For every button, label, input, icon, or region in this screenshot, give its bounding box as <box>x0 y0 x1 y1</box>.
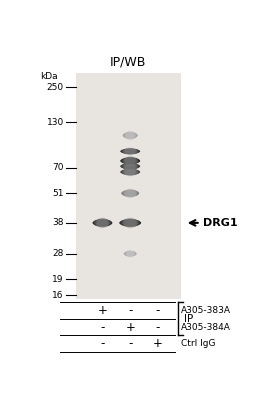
Text: A305-384A: A305-384A <box>181 323 231 332</box>
Ellipse shape <box>123 148 137 155</box>
Ellipse shape <box>120 158 140 164</box>
Text: +: + <box>153 337 163 350</box>
Ellipse shape <box>124 156 136 166</box>
Text: -: - <box>128 337 132 350</box>
Ellipse shape <box>126 250 135 257</box>
Ellipse shape <box>125 250 135 257</box>
Ellipse shape <box>123 157 137 165</box>
Ellipse shape <box>121 169 139 175</box>
Text: IP: IP <box>184 314 193 324</box>
Ellipse shape <box>124 132 136 139</box>
Ellipse shape <box>125 188 135 198</box>
Ellipse shape <box>123 162 137 170</box>
Text: 19: 19 <box>52 275 64 284</box>
Text: -: - <box>156 320 160 334</box>
Ellipse shape <box>123 189 137 197</box>
Text: 70: 70 <box>52 164 64 172</box>
Ellipse shape <box>125 167 135 177</box>
Ellipse shape <box>122 163 138 170</box>
Bar <box>76 74 181 299</box>
Ellipse shape <box>97 218 108 228</box>
Ellipse shape <box>125 188 136 198</box>
Ellipse shape <box>93 219 112 227</box>
Ellipse shape <box>94 218 111 227</box>
Ellipse shape <box>121 149 139 154</box>
Ellipse shape <box>92 219 112 226</box>
Text: -: - <box>100 320 105 334</box>
Text: -: - <box>100 337 105 350</box>
Ellipse shape <box>123 168 138 176</box>
Ellipse shape <box>124 147 136 155</box>
Ellipse shape <box>120 149 140 154</box>
Text: 250: 250 <box>47 83 64 92</box>
Text: A305-383A: A305-383A <box>181 306 231 315</box>
Ellipse shape <box>120 219 140 227</box>
Ellipse shape <box>125 156 135 166</box>
Ellipse shape <box>121 218 139 227</box>
Ellipse shape <box>126 131 134 140</box>
Text: -: - <box>128 304 132 317</box>
Ellipse shape <box>123 218 138 228</box>
Text: +: + <box>98 304 107 317</box>
Ellipse shape <box>120 164 140 169</box>
Ellipse shape <box>124 218 137 228</box>
Text: kDa: kDa <box>40 72 58 81</box>
Ellipse shape <box>123 157 138 165</box>
Ellipse shape <box>123 132 137 139</box>
Ellipse shape <box>123 132 138 139</box>
Text: 51: 51 <box>52 189 64 198</box>
Text: 28: 28 <box>52 249 64 258</box>
Ellipse shape <box>96 218 109 228</box>
Ellipse shape <box>122 157 138 165</box>
Ellipse shape <box>126 131 135 140</box>
Ellipse shape <box>124 251 137 256</box>
Ellipse shape <box>125 131 135 140</box>
Text: 16: 16 <box>52 291 64 299</box>
Ellipse shape <box>121 190 139 197</box>
Ellipse shape <box>122 169 138 176</box>
Ellipse shape <box>125 131 136 140</box>
Ellipse shape <box>97 217 108 228</box>
Ellipse shape <box>121 163 139 169</box>
Ellipse shape <box>125 162 135 171</box>
Ellipse shape <box>121 157 139 164</box>
Ellipse shape <box>122 218 138 228</box>
Ellipse shape <box>127 249 134 258</box>
Ellipse shape <box>126 250 134 258</box>
Ellipse shape <box>123 148 138 154</box>
Ellipse shape <box>124 217 136 228</box>
Ellipse shape <box>122 148 138 154</box>
Ellipse shape <box>95 218 110 228</box>
Ellipse shape <box>123 163 138 170</box>
Text: 130: 130 <box>47 118 64 126</box>
Text: IP/WB: IP/WB <box>110 56 146 69</box>
Text: 38: 38 <box>52 218 64 228</box>
Ellipse shape <box>119 219 141 226</box>
Text: +: + <box>125 320 135 334</box>
Ellipse shape <box>125 147 135 155</box>
Ellipse shape <box>123 168 137 176</box>
Ellipse shape <box>122 190 138 197</box>
Text: -: - <box>156 304 160 317</box>
Ellipse shape <box>125 251 136 257</box>
Text: DRG1: DRG1 <box>203 218 237 228</box>
Ellipse shape <box>124 168 136 176</box>
Ellipse shape <box>123 190 138 197</box>
Ellipse shape <box>124 162 136 171</box>
Ellipse shape <box>124 189 136 198</box>
Ellipse shape <box>124 251 136 256</box>
Text: Ctrl IgG: Ctrl IgG <box>181 339 215 348</box>
Ellipse shape <box>120 169 140 175</box>
